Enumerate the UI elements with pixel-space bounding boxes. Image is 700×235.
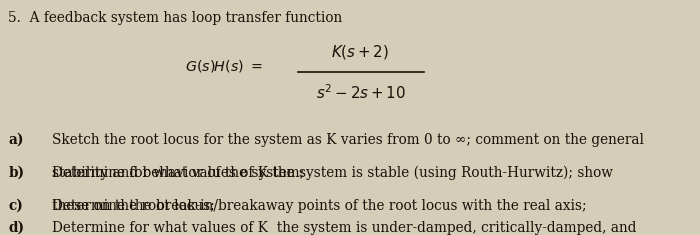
Text: b): b)	[8, 166, 24, 180]
Text: Determine for what values of K the system is stable (using Routh-Hurwitz); show: Determine for what values of K the syste…	[52, 166, 613, 180]
Text: a): a)	[8, 133, 24, 147]
Text: d): d)	[8, 221, 24, 235]
Text: these on the root locus;: these on the root locus;	[52, 199, 216, 213]
Text: 5.  A feedback system has loop transfer function: 5. A feedback system has loop transfer f…	[8, 11, 343, 25]
Text: Determine for what values of K  the system is under-damped, critically-damped, a: Determine for what values of K the syste…	[52, 221, 637, 235]
Text: Determine the break-in/breakaway points of the root locus with the real axis;: Determine the break-in/breakaway points …	[52, 199, 587, 213]
Text: $s^2-2s+10$: $s^2-2s+10$	[316, 83, 405, 102]
Text: $G(s)H(s)\ =$: $G(s)H(s)\ =$	[185, 58, 262, 74]
Text: c): c)	[8, 199, 23, 213]
Text: $K(s+2)$: $K(s+2)$	[332, 43, 389, 61]
Text: Sketch the root locus for the system as K varies from 0 to ∞; comment on the gen: Sketch the root locus for the system as …	[52, 133, 645, 147]
Text: stability and behavior of the system;: stability and behavior of the system;	[52, 166, 304, 180]
